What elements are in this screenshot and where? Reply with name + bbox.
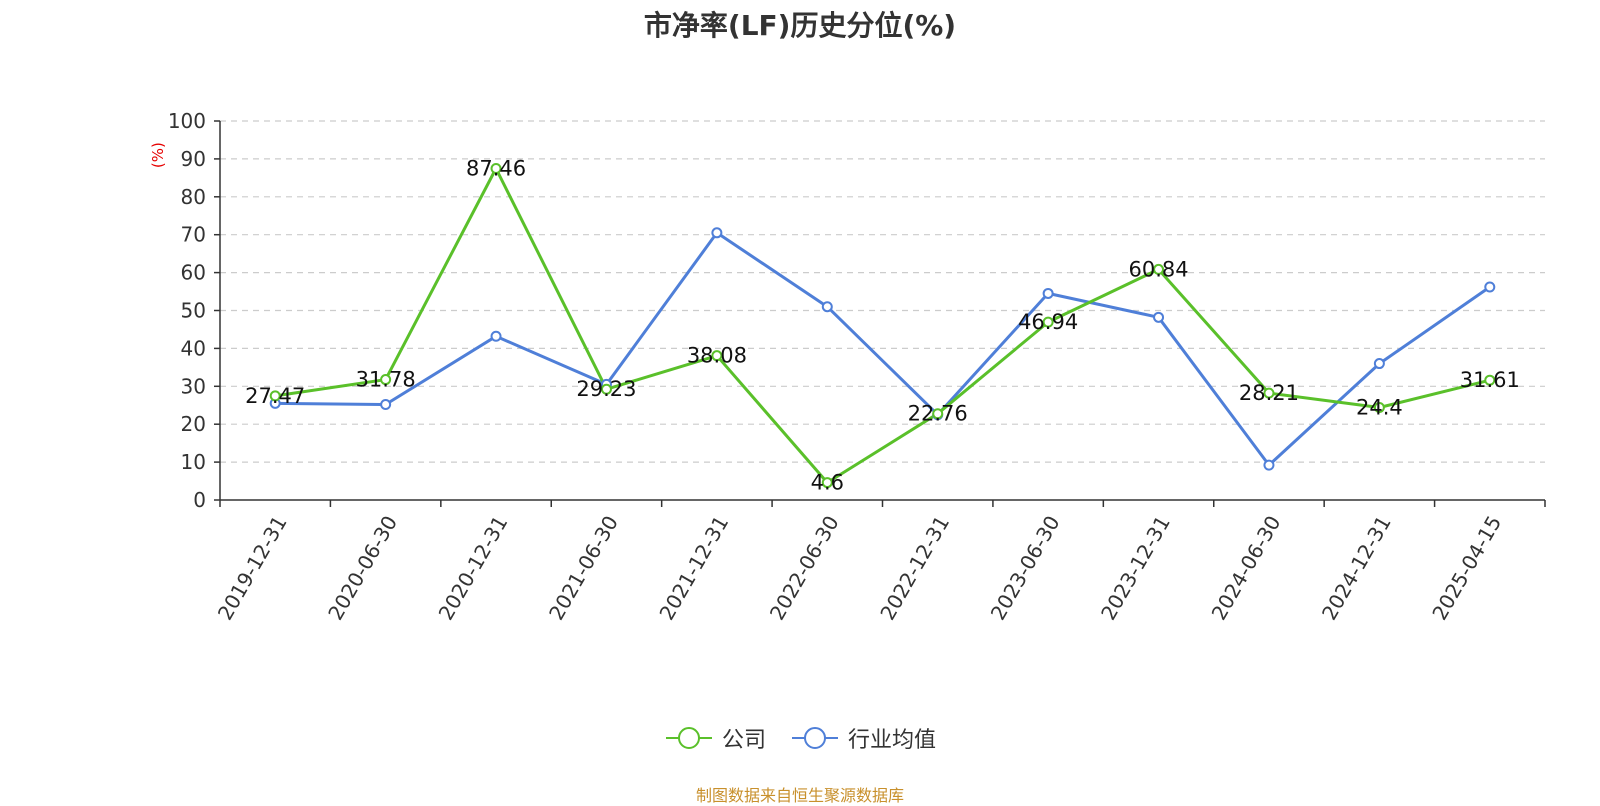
y-tick-label: 20 <box>181 412 206 436</box>
data-label: 28.21 <box>1239 381 1299 405</box>
data-label: 87.46 <box>466 157 526 181</box>
data-label: 27.47 <box>245 384 305 408</box>
legend-item-company[interactable]: 公司 <box>664 722 766 754</box>
data-point <box>821 477 833 489</box>
data-point <box>1263 459 1275 471</box>
x-tick-label: 2022-12-31 <box>875 511 954 624</box>
x-tick-label: 2023-12-31 <box>1096 512 1175 625</box>
data-point <box>1373 358 1385 370</box>
legend: 公司 行业均值 <box>0 722 1600 754</box>
data-label: 29.23 <box>576 377 636 401</box>
x-tick-label: 2025-04-15 <box>1427 512 1506 625</box>
legend-company-icon <box>665 727 712 749</box>
data-point <box>1484 281 1496 293</box>
chart-title: 市净率(LF)历史分位(%) <box>643 9 957 42</box>
data-point <box>269 390 281 402</box>
data-label: 22.76 <box>908 402 968 426</box>
y-tick-label: 70 <box>181 223 206 247</box>
y-tick-label: 100 <box>168 109 206 133</box>
data-point <box>1153 263 1165 275</box>
y-tick-label: 80 <box>181 185 206 209</box>
x-tick-label: 2021-06-30 <box>544 512 623 625</box>
data-label: 60.84 <box>1128 257 1188 281</box>
source-note: 制图数据来自恒生聚源数据库 <box>695 786 904 805</box>
y-tick-label: 60 <box>181 261 206 285</box>
data-point <box>1153 311 1165 323</box>
legend-company-label: 公司 <box>721 728 766 753</box>
x-tick-label: 2019-12-31 <box>213 512 292 625</box>
data-label: 38.08 <box>687 344 747 368</box>
x-tick-label: 2020-12-31 <box>434 511 513 624</box>
data-point <box>711 227 723 239</box>
series-line-0 <box>274 167 1491 485</box>
x-tick-label: 2020-06-30 <box>323 512 402 625</box>
data-point <box>932 408 944 420</box>
data-label: 4.6 <box>811 471 844 495</box>
data-point <box>600 383 612 395</box>
data-point <box>711 350 723 362</box>
data-point <box>1373 402 1385 414</box>
data-point <box>380 374 392 386</box>
data-label: 31.61 <box>1460 368 1520 392</box>
data-label: 24.4 <box>1356 396 1403 420</box>
y-tick-label: 10 <box>181 450 206 474</box>
data-point <box>1484 374 1496 386</box>
x-tick-label: 2023-06-30 <box>986 512 1065 625</box>
legend-item-industry-average[interactable]: 行业均值 <box>790 722 936 754</box>
data-label: 46.94 <box>1018 310 1078 334</box>
series-line-1 <box>275 231 1491 467</box>
x-tick-label: 2021-12-31 <box>654 512 733 625</box>
legend-industry-label: 行业均值 <box>848 728 937 753</box>
data-point <box>380 398 392 410</box>
legend-industry-icon <box>792 727 838 749</box>
y-tick-label: 0 <box>193 488 206 512</box>
y-axis-label: (%) <box>149 142 167 168</box>
grid-lines <box>220 120 1545 463</box>
data-point <box>490 330 502 342</box>
data-point <box>1263 387 1275 399</box>
x-tick-label: 2024-12-31 <box>1317 512 1396 625</box>
data-points <box>269 163 1496 489</box>
data-point <box>1042 287 1054 299</box>
x-tick-label: 2024-06-30 <box>1207 512 1286 625</box>
series-lines <box>274 167 1491 485</box>
data-point <box>490 163 502 175</box>
data-label: 31.78 <box>356 368 416 392</box>
y-tick-label: 40 <box>181 336 206 360</box>
y-tick-label: 50 <box>181 299 206 323</box>
y-tick-label: 30 <box>181 374 206 398</box>
x-tick-label: 2022-06-30 <box>765 512 844 625</box>
data-point <box>821 301 833 313</box>
data-point <box>1042 316 1054 328</box>
y-tick-label: 90 <box>181 147 206 171</box>
data-labels: 27.47 31.78 87.46 29.23 38.08 4.6 22.76 46.94 60… <box>245 157 1520 495</box>
